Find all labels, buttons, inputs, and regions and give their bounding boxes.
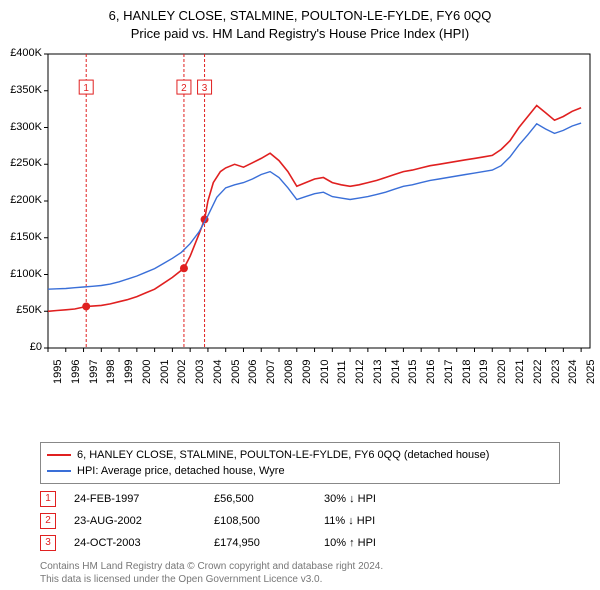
event-delta: 30% ↓ HPI bbox=[324, 493, 444, 505]
chart-title-address: 6, HANLEY CLOSE, STALMINE, POULTON-LE-FY… bbox=[0, 8, 600, 23]
x-tick-label: 2005 bbox=[230, 360, 242, 384]
x-tick-label: 1999 bbox=[123, 360, 135, 384]
x-tick-label: 2023 bbox=[550, 360, 562, 384]
legend-label: 6, HANLEY CLOSE, STALMINE, POULTON-LE-FY… bbox=[77, 449, 489, 461]
x-tick-label: 2019 bbox=[478, 360, 490, 384]
y-tick-label: £50K bbox=[2, 304, 42, 316]
x-tick-label: 2013 bbox=[372, 360, 384, 384]
x-tick-label: 2010 bbox=[319, 360, 331, 384]
footer-attribution: Contains HM Land Registry data © Crown c… bbox=[40, 560, 560, 586]
x-tick-label: 1996 bbox=[70, 360, 82, 384]
legend-item: HPI: Average price, detached house, Wyre bbox=[47, 463, 553, 479]
event-date: 24-FEB-1997 bbox=[74, 493, 214, 505]
legend-label: HPI: Average price, detached house, Wyre bbox=[77, 465, 285, 477]
x-tick-label: 2002 bbox=[176, 360, 188, 384]
x-tick-label: 2016 bbox=[425, 360, 437, 384]
x-tick-label: 1995 bbox=[52, 360, 64, 384]
line-chart: 1 2 3 bbox=[0, 48, 600, 408]
legend: 6, HANLEY CLOSE, STALMINE, POULTON-LE-FY… bbox=[40, 442, 560, 484]
event-price: £56,500 bbox=[214, 493, 324, 505]
x-tick-label: 2001 bbox=[159, 360, 171, 384]
y-tick-label: £250K bbox=[2, 157, 42, 169]
y-tick-label: £400K bbox=[2, 47, 42, 59]
event-row: 3 24-OCT-2003£174,95010% ↑ HPI bbox=[40, 532, 560, 554]
svg-text:1: 1 bbox=[83, 83, 89, 94]
event-row: 1 24-FEB-1997£56,50030% ↓ HPI bbox=[40, 488, 560, 510]
x-tick-label: 2020 bbox=[496, 360, 508, 384]
event-row: 2 23-AUG-2002£108,50011% ↓ HPI bbox=[40, 510, 560, 532]
y-tick-label: £300K bbox=[2, 121, 42, 133]
x-tick-label: 2021 bbox=[514, 360, 526, 384]
x-tick-label: 2015 bbox=[407, 360, 419, 384]
footer-line2: This data is licensed under the Open Gov… bbox=[40, 573, 560, 586]
x-tick-label: 2024 bbox=[567, 360, 579, 384]
x-tick-label: 2004 bbox=[212, 360, 224, 384]
chart-title-subtitle: Price paid vs. HM Land Registry's House … bbox=[0, 26, 600, 41]
x-tick-label: 2017 bbox=[443, 360, 455, 384]
chart-container: 6, HANLEY CLOSE, STALMINE, POULTON-LE-FY… bbox=[0, 0, 600, 590]
y-tick-label: £0 bbox=[2, 341, 42, 353]
event-price: £108,500 bbox=[214, 515, 324, 527]
x-tick-label: 2012 bbox=[354, 360, 366, 384]
x-tick-label: 1997 bbox=[88, 360, 100, 384]
event-delta: 10% ↑ HPI bbox=[324, 537, 444, 549]
y-tick-label: £200K bbox=[2, 194, 42, 206]
x-tick-label: 2025 bbox=[585, 360, 597, 384]
x-tick-label: 2014 bbox=[390, 360, 402, 384]
x-tick-label: 2006 bbox=[247, 360, 259, 384]
x-tick-label: 1998 bbox=[105, 360, 117, 384]
legend-swatch bbox=[47, 454, 71, 456]
x-tick-label: 2018 bbox=[461, 360, 473, 384]
x-tick-label: 2009 bbox=[301, 360, 313, 384]
event-marker-icon: 2 bbox=[40, 513, 56, 529]
y-tick-label: £350K bbox=[2, 84, 42, 96]
event-delta: 11% ↓ HPI bbox=[324, 515, 444, 527]
event-price: £174,950 bbox=[214, 537, 324, 549]
footer-line1: Contains HM Land Registry data © Crown c… bbox=[40, 560, 560, 573]
legend-swatch bbox=[47, 470, 71, 472]
x-tick-label: 2008 bbox=[283, 360, 295, 384]
svg-text:3: 3 bbox=[202, 83, 208, 94]
event-marker-icon: 1 bbox=[40, 491, 56, 507]
event-date: 23-AUG-2002 bbox=[74, 515, 214, 527]
x-tick-label: 2007 bbox=[265, 360, 277, 384]
x-tick-label: 2003 bbox=[194, 360, 206, 384]
events-table: 1 24-FEB-1997£56,50030% ↓ HPI 2 23-AUG-2002… bbox=[40, 488, 560, 554]
x-tick-label: 2022 bbox=[532, 360, 544, 384]
legend-item: 6, HANLEY CLOSE, STALMINE, POULTON-LE-FY… bbox=[47, 447, 553, 463]
x-tick-label: 2000 bbox=[141, 360, 153, 384]
event-date: 24-OCT-2003 bbox=[74, 537, 214, 549]
x-tick-label: 2011 bbox=[336, 360, 348, 384]
svg-text:2: 2 bbox=[181, 83, 187, 94]
y-tick-label: £100K bbox=[2, 268, 42, 280]
y-tick-label: £150K bbox=[2, 231, 42, 243]
event-marker-icon: 3 bbox=[40, 535, 56, 551]
